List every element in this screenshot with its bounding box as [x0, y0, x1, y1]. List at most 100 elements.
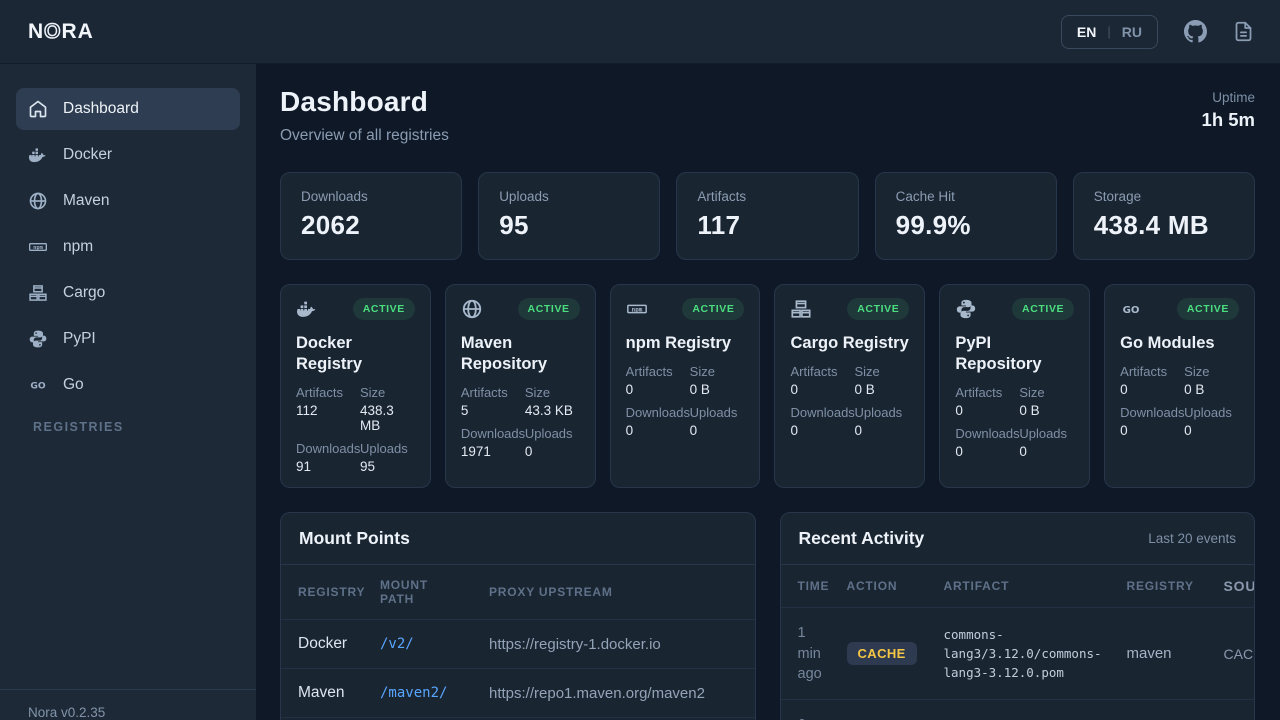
- stat-card-uploads: Uploads 95: [478, 172, 661, 260]
- sidebar-item-label: Maven: [63, 192, 110, 209]
- stat-label: Downloads: [301, 189, 368, 204]
- table-row: Docker /v2/ https://registry-1.docker.io: [281, 619, 755, 669]
- field-value: 43.3 KB: [524, 403, 573, 419]
- column-header: PROXY UPSTREAM: [489, 585, 613, 600]
- registry-name: Go Modules: [1120, 334, 1215, 352]
- uptime-block: Uptime 1h 5m: [1202, 86, 1255, 131]
- field-label: Uploads: [854, 405, 903, 421]
- github-icon[interactable]: [1184, 20, 1207, 43]
- npm-icon: npm: [28, 237, 48, 257]
- docs-file-icon[interactable]: [1233, 21, 1254, 42]
- registry-card-cargo[interactable]: ACTIVE Cargo Registry Artifacts 0 Size 0 B…: [774, 284, 926, 489]
- registry-name: Maven Repository: [460, 334, 548, 374]
- field-value: 5: [460, 403, 469, 419]
- stat-card-cache-hit: Cache Hit 99.9%: [874, 172, 1057, 260]
- docker-whale-icon: [28, 145, 48, 165]
- cargo-boxes-icon: [28, 283, 48, 303]
- topbar-actions: EN | RU: [1060, 14, 1254, 49]
- main-content: Dashboard Overview of all registries Upt…: [256, 64, 1280, 720]
- registry-card-npm[interactable]: npm ACTIVE npm Registry Artifacts 0 Size 0…: [609, 284, 761, 489]
- registry-card-go[interactable]: GO ACTIVE Go Modules Artifacts 0 Size 0 B …: [1104, 284, 1255, 489]
- field-label: Size: [524, 385, 551, 401]
- field-value: 0: [955, 403, 963, 419]
- field-value: 91: [296, 459, 312, 475]
- stat-value: 2062: [301, 210, 361, 240]
- sidebar-item-label: PyPI: [63, 330, 96, 347]
- field-label: Downloads: [296, 441, 361, 457]
- field-value: 1971: [460, 444, 491, 460]
- registry-cell: npm: [281, 717, 380, 720]
- table-header-row: REGISTRY MOUNT PATH PROXY UPSTREAM: [281, 565, 755, 620]
- sidebar-item-cargo[interactable]: Cargo: [16, 272, 240, 314]
- go-icon: GO: [1120, 298, 1142, 320]
- stat-value: 117: [697, 210, 741, 240]
- registry-card-pypi[interactable]: ACTIVE PyPI Repository Artifacts 0 Size 0 …: [939, 284, 1091, 489]
- registry-cell: maven: [1126, 607, 1224, 700]
- panels-row: Mount Points REGISTRY MOUNT PATH PROXY U…: [280, 512, 1255, 720]
- sidebar-item-dashboard[interactable]: Dashboard: [16, 88, 240, 130]
- uptime-label: Uptime: [1212, 90, 1255, 105]
- panel-title: Recent Activity: [798, 528, 925, 549]
- registry-name: PyPI Repository: [955, 334, 1042, 374]
- recent-activity-panel: Recent Activity Last 20 events TIME ACTI…: [779, 512, 1255, 720]
- column-header: ARTIFACT: [943, 579, 1010, 594]
- page-title: Dashboard: [280, 86, 429, 117]
- stat-value: 438.4 MB: [1093, 210, 1209, 240]
- field-label: Artifacts: [296, 385, 343, 401]
- status-badge: ACTIVE: [847, 298, 910, 320]
- events-count-label: Last 20 events: [1148, 531, 1236, 547]
- python-icon: [28, 329, 48, 349]
- mount-path-cell: /maven2/: [380, 668, 489, 718]
- stat-label: Artifacts: [697, 189, 747, 204]
- field-label: Uploads: [524, 426, 573, 442]
- language-switcher[interactable]: EN | RU: [1060, 14, 1158, 49]
- field-value: 0 B: [1184, 382, 1205, 398]
- sidebar-item-npm[interactable]: npm npm: [16, 226, 240, 268]
- registry-card-docker[interactable]: ACTIVE Docker Registry Artifacts 112 Size…: [280, 284, 431, 489]
- sidebar-item-docker[interactable]: Docker: [16, 134, 240, 176]
- stat-card-downloads: Downloads 2062: [280, 172, 463, 260]
- topbar: NORA EN | RU: [0, 0, 1280, 64]
- field-value: 0 B: [1019, 403, 1040, 419]
- registry-name: Cargo Registry: [790, 334, 909, 352]
- registry-cell: Docker: [281, 619, 380, 669]
- field-label: Artifacts: [955, 385, 1003, 401]
- field-label: Size: [689, 364, 715, 380]
- stat-value: 99.9%: [895, 210, 971, 240]
- registry-cell: maven: [1126, 699, 1224, 720]
- field-value: 0: [790, 382, 798, 398]
- column-header: REGISTRY: [298, 585, 366, 600]
- uptime-value: 1h 5m: [1201, 109, 1255, 130]
- sidebar-item-maven[interactable]: Maven: [16, 180, 240, 222]
- home-icon: [28, 99, 48, 119]
- table-row: 1 min ago CACHE commons-lang3/3.12.0/com…: [780, 607, 1254, 700]
- sidebar-item-label: Docker: [63, 146, 113, 163]
- sidebar-item-pypi[interactable]: PyPI: [16, 318, 240, 360]
- sidebar-item-label: Cargo: [63, 284, 106, 301]
- logo-letter-o: O: [43, 19, 62, 44]
- source-cell: CACHE: [1223, 699, 1254, 720]
- npm-icon: npm: [626, 298, 648, 320]
- svg-text:GO: GO: [30, 381, 46, 392]
- sidebar-item-go[interactable]: GO Go: [16, 364, 240, 406]
- cargo-boxes-icon: [790, 298, 812, 320]
- registry-card-maven[interactable]: ACTIVE Maven Repository Artifacts 5 Size 4…: [444, 284, 596, 489]
- svg-text:npm: npm: [33, 245, 44, 251]
- action-cell: CACHE: [846, 699, 944, 720]
- status-badge: ACTIVE: [1176, 298, 1239, 320]
- lang-ru-button[interactable]: RU: [1121, 23, 1142, 40]
- field-value: 112: [296, 403, 318, 419]
- lang-en-button[interactable]: EN: [1076, 23, 1097, 40]
- time-cell: 1 min ago: [780, 607, 847, 700]
- field-label: Uploads: [360, 441, 408, 457]
- stat-card-storage: Storage 438.4 MB: [1072, 172, 1255, 260]
- stat-label: Storage: [1093, 189, 1142, 204]
- sidebar-section-registries: REGISTRIES: [33, 420, 124, 434]
- stat-value: 95: [499, 210, 529, 240]
- svg-text:GO: GO: [1123, 305, 1140, 316]
- mount-path-cell: /npm/: [380, 717, 489, 720]
- panel-title: Mount Points: [299, 528, 410, 549]
- field-label: Artifacts: [1120, 364, 1168, 380]
- field-label: Size: [1019, 385, 1045, 401]
- page-subtitle: Overview of all registries: [280, 127, 449, 144]
